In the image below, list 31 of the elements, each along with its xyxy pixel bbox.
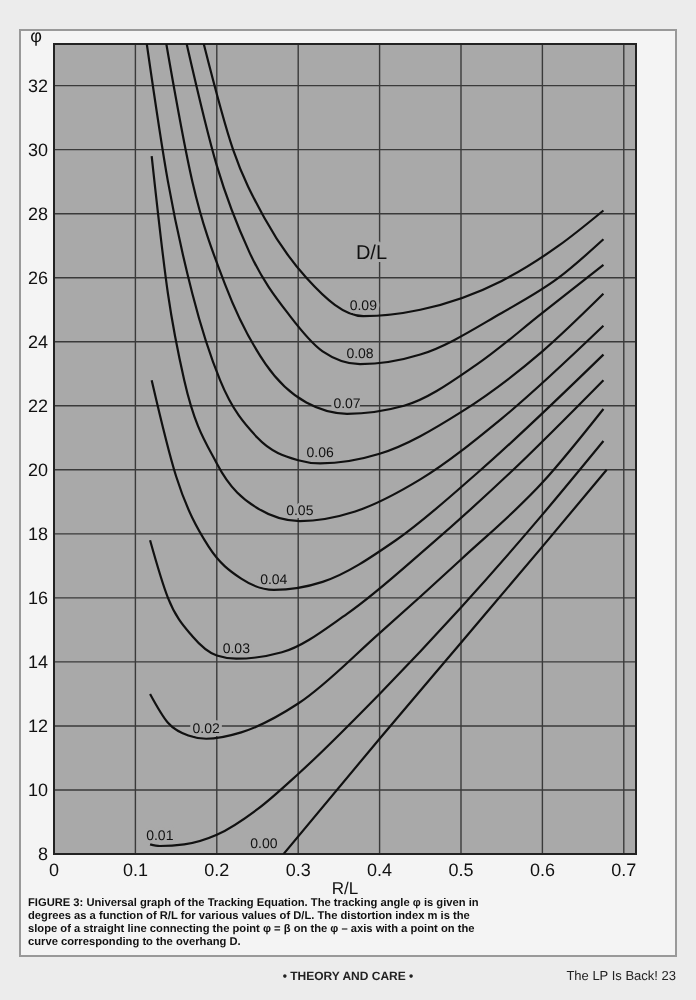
y-tick-label: 18: [27, 523, 48, 544]
y-tick-label: 12: [27, 715, 48, 736]
line-series: [165, 44, 605, 415]
line-series: [148, 407, 605, 740]
y-tick-label: 10: [27, 779, 48, 800]
line-series: [145, 44, 605, 465]
line-series: [148, 439, 605, 848]
x-tick-label: 0.2: [204, 860, 230, 880]
x-tick-label: 0.5: [448, 860, 474, 880]
y-axis-title: φ: [30, 26, 43, 46]
x-axis-title: R/L: [331, 878, 359, 898]
x-tick-label: 0.6: [529, 860, 555, 880]
y-tick-label: 26: [27, 267, 48, 288]
y-tick-label: 30: [27, 139, 48, 160]
x-tick-label: 0: [48, 860, 60, 880]
y-tick-label: 20: [27, 459, 48, 480]
x-tick-label: 0.7: [611, 860, 637, 880]
y-tick-label: 16: [27, 587, 48, 608]
x-tick-label: 0.1: [122, 860, 148, 880]
y-tick-label: 28: [27, 203, 48, 224]
line-series: [202, 44, 605, 318]
x-tick-label: 0.4: [367, 860, 393, 880]
y-tick-label: 14: [27, 651, 48, 672]
line-series: [185, 44, 605, 366]
y-tick-label: 22: [27, 395, 48, 416]
line-series: [148, 379, 605, 660]
y-tick-label: 24: [27, 331, 48, 352]
x-tick-label: 0.3: [285, 860, 311, 880]
y-tick-label: 8: [37, 844, 48, 864]
y-tick-label: 32: [27, 75, 48, 96]
line-series: [150, 154, 605, 523]
